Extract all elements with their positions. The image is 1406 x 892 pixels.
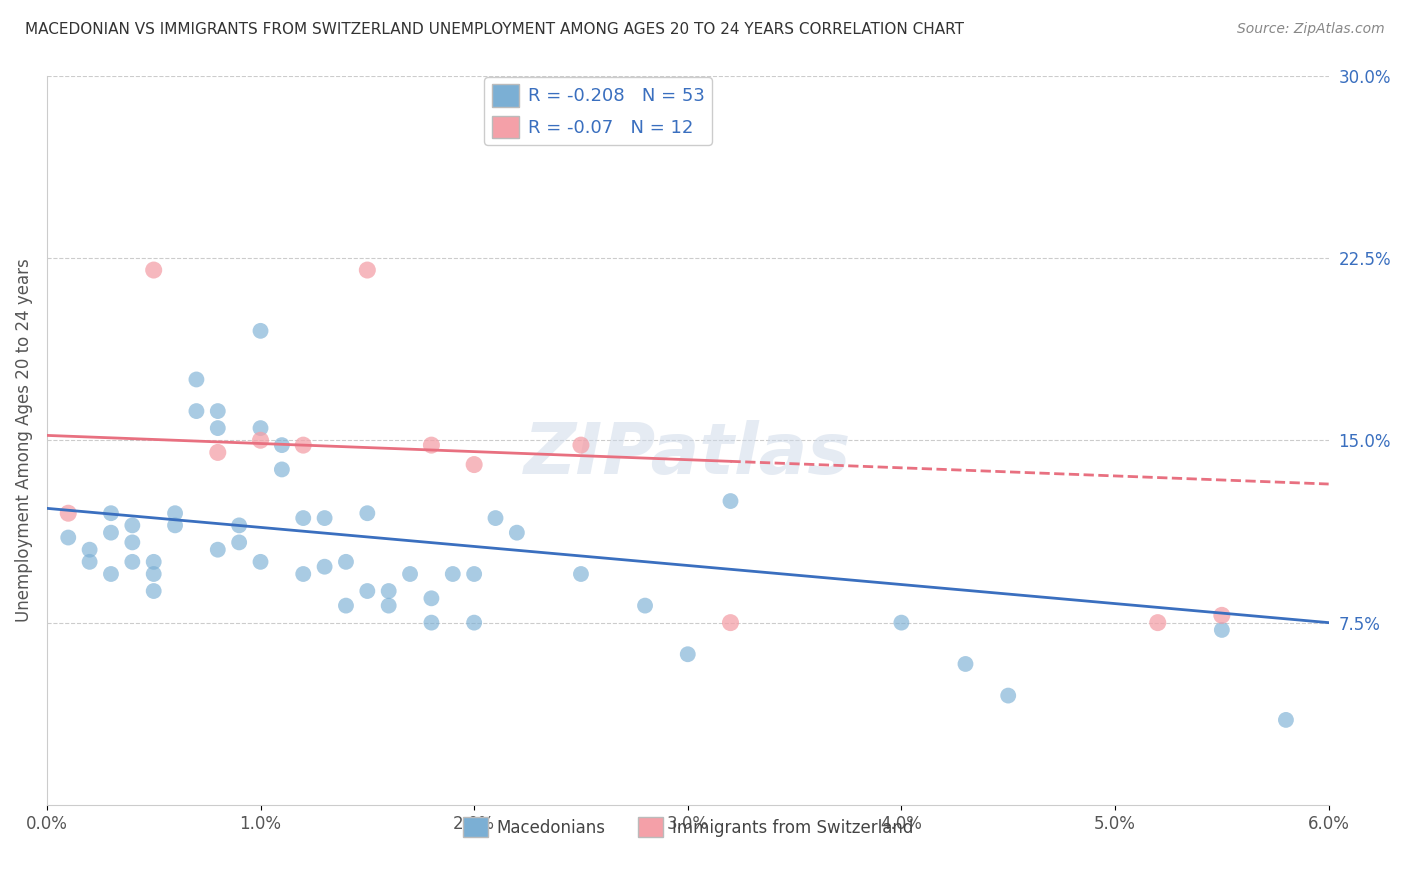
Point [569,567,592,582]
Point [142,584,165,599]
Legend: Macedonians, Immigrants from Switzerland: Macedonians, Immigrants from Switzerland [456,811,920,844]
Point [207,542,229,557]
Point [997,689,1019,703]
Point [1146,615,1168,630]
Point [1211,608,1233,623]
Point [420,438,443,452]
Point [720,494,742,508]
Point [569,438,592,452]
Point [270,438,292,452]
Point [292,438,315,452]
Point [186,372,208,386]
Point [335,599,357,613]
Point [186,404,208,418]
Point [420,591,443,606]
Point [463,615,485,630]
Point [314,559,336,574]
Point [634,599,657,613]
Point [249,555,271,569]
Point [292,567,315,582]
Point [890,615,912,630]
Point [121,555,143,569]
Point [249,324,271,338]
Point [165,506,187,520]
Point [377,584,399,599]
Point [142,555,165,569]
Y-axis label: Unemployment Among Ages 20 to 24 years: Unemployment Among Ages 20 to 24 years [15,259,32,622]
Point [142,263,165,277]
Point [121,535,143,549]
Point [506,525,529,540]
Point [207,445,229,459]
Point [420,615,443,630]
Point [100,525,122,540]
Point [207,421,229,435]
Point [249,434,271,448]
Point [79,542,101,557]
Point [100,567,122,582]
Point [1211,623,1233,637]
Point [121,518,143,533]
Point [58,506,80,520]
Point [335,555,357,569]
Point [399,567,422,582]
Text: Source: ZipAtlas.com: Source: ZipAtlas.com [1237,22,1385,37]
Point [207,404,229,418]
Point [676,647,699,661]
Point [79,555,101,569]
Point [463,458,485,472]
Point [463,567,485,582]
Point [228,518,250,533]
Point [356,506,378,520]
Point [720,615,742,630]
Point [142,567,165,582]
Point [292,511,315,525]
Point [228,535,250,549]
Point [356,584,378,599]
Point [270,462,292,476]
Point [165,518,187,533]
Text: ZIPatlas: ZIPatlas [524,420,852,490]
Point [100,506,122,520]
Point [249,421,271,435]
Point [314,511,336,525]
Text: MACEDONIAN VS IMMIGRANTS FROM SWITZERLAND UNEMPLOYMENT AMONG AGES 20 TO 24 YEARS: MACEDONIAN VS IMMIGRANTS FROM SWITZERLAN… [25,22,965,37]
Point [484,511,506,525]
Point [356,263,378,277]
Point [58,531,80,545]
Point [1275,713,1298,727]
Point [441,567,464,582]
Point [955,657,977,671]
Point [377,599,399,613]
